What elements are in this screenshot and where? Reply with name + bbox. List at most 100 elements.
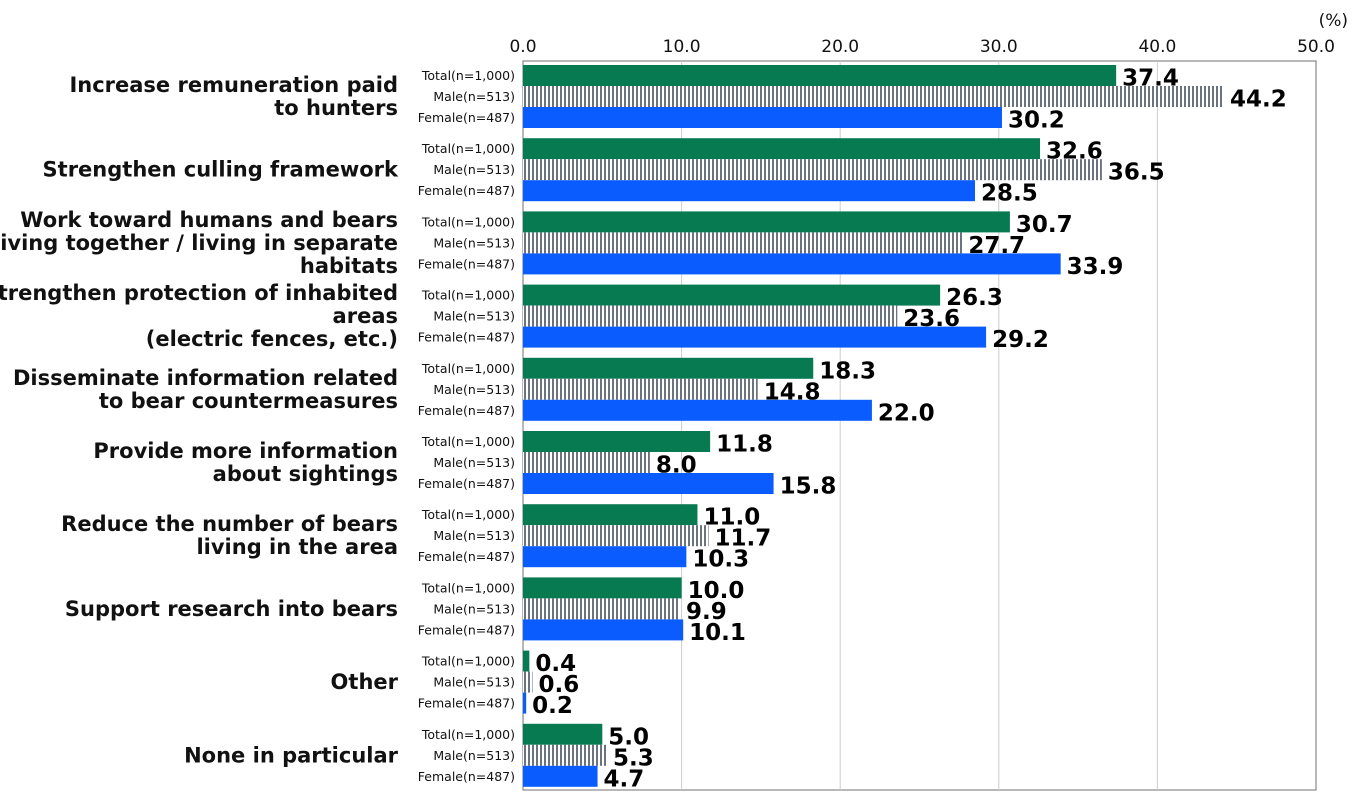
bar (523, 107, 1002, 128)
bar (523, 744, 608, 766)
series-label: Total(n=1,000) (421, 288, 515, 303)
data-label: 9.9 (686, 599, 727, 625)
series-label: Total(n=1,000) (421, 507, 515, 522)
bar (523, 378, 758, 400)
bar (523, 504, 698, 526)
category-label: about sightings (213, 462, 398, 486)
series-label: Total(n=1,000) (421, 580, 515, 595)
category-label: Disseminate information related (13, 366, 398, 390)
category-label: Other (331, 670, 399, 694)
category-label: habitats (300, 254, 398, 278)
bar (523, 232, 963, 254)
series-label: Female(n=487) (418, 549, 515, 564)
x-tick-label: 30.0 (980, 37, 1018, 57)
bar (523, 473, 774, 494)
category-label: to hunters (274, 96, 398, 120)
data-label: 4.7 (604, 766, 645, 792)
bar (523, 452, 650, 473)
category-label: None in particular (184, 743, 399, 767)
series-label: Total(n=1,000) (421, 434, 515, 449)
series-label: Total(n=1,000) (421, 141, 515, 156)
bar (523, 619, 684, 641)
category-label: Strengthen protection of inhabited (0, 281, 398, 305)
data-label: 28.5 (981, 181, 1038, 207)
category-label: Provide more information (93, 439, 398, 463)
data-label: 22.0 (878, 400, 935, 426)
bar (523, 723, 603, 745)
data-label: 11.0 (703, 505, 760, 531)
bar (523, 357, 814, 379)
series-label: Male(n=513) (433, 675, 515, 690)
bar (523, 86, 1225, 107)
data-label: 0.4 (535, 651, 576, 677)
x-tick-label: 10.0 (663, 37, 701, 57)
x-tick-label: 50.0 (1297, 37, 1335, 57)
series-label: Male(n=513) (433, 235, 515, 250)
series-label: Male(n=513) (433, 528, 515, 543)
series-label: Female(n=487) (418, 476, 515, 491)
bar (523, 525, 709, 547)
data-label: 15.8 (780, 474, 837, 500)
series-label: Male(n=513) (433, 162, 515, 177)
bar (523, 138, 1041, 160)
data-label: 32.6 (1046, 139, 1103, 165)
series-label: Total(n=1,000) (421, 68, 515, 83)
series-label: Female(n=487) (418, 622, 515, 637)
plot-frame (522, 60, 1317, 791)
bar (523, 399, 872, 421)
data-label: 33.9 (1067, 254, 1124, 280)
series-label: Male(n=513) (433, 748, 515, 763)
series-label: Total(n=1,000) (421, 214, 515, 229)
category-label: (electric fences, etc.) (146, 327, 398, 351)
bar (523, 546, 687, 568)
series-label: Male(n=513) (433, 89, 515, 104)
series-label: Female(n=487) (418, 696, 515, 711)
category-label: living together / living in separate (0, 231, 398, 255)
data-label: 27.7 (968, 233, 1025, 259)
data-label: 0.2 (532, 693, 573, 719)
data-label: 36.5 (1108, 160, 1165, 186)
bar (523, 431, 711, 452)
bar (523, 765, 598, 787)
series-label: Male(n=513) (433, 455, 515, 470)
bar (523, 65, 1117, 86)
bar (523, 211, 1010, 233)
x-tick-label: 0.0 (509, 37, 536, 57)
bar (523, 598, 681, 620)
data-label: 8.0 (656, 453, 697, 479)
series-label: Female(n=487) (418, 256, 515, 271)
data-label: 11.7 (715, 526, 772, 552)
bar (523, 671, 533, 693)
category-label: areas (333, 304, 398, 328)
x-tick-label: 40.0 (1138, 37, 1176, 57)
bar (523, 305, 898, 327)
bar (523, 326, 987, 348)
series-label: Male(n=513) (433, 382, 515, 397)
bar (523, 692, 527, 714)
data-label: 10.0 (688, 578, 745, 604)
bar (523, 159, 1102, 181)
series-label: Female(n=487) (418, 330, 515, 345)
data-label: 30.7 (1016, 212, 1073, 238)
category-label: to bear countermeasures (99, 389, 398, 413)
data-label: 0.6 (539, 672, 580, 698)
series-label: Total(n=1,000) (421, 361, 515, 376)
data-label: 26.3 (946, 285, 1003, 311)
category-label: Work toward humans and bears (20, 208, 398, 232)
series-label: Female(n=487) (418, 183, 515, 198)
bar (523, 650, 530, 672)
data-label: 11.8 (716, 432, 773, 458)
data-label: 29.2 (992, 327, 1049, 353)
category-label: Reduce the number of bears (61, 512, 398, 536)
data-label: 10.3 (692, 547, 749, 573)
unit-label: (%) (1319, 11, 1348, 31)
data-label: 44.2 (1230, 87, 1287, 113)
series-label: Total(n=1,000) (421, 727, 515, 742)
data-label: 37.4 (1122, 66, 1179, 92)
series-label: Total(n=1,000) (421, 654, 515, 669)
data-label: 5.0 (608, 724, 649, 750)
series-label: Female(n=487) (418, 769, 515, 784)
category-label: Support research into bears (65, 597, 398, 621)
bar (523, 284, 941, 306)
